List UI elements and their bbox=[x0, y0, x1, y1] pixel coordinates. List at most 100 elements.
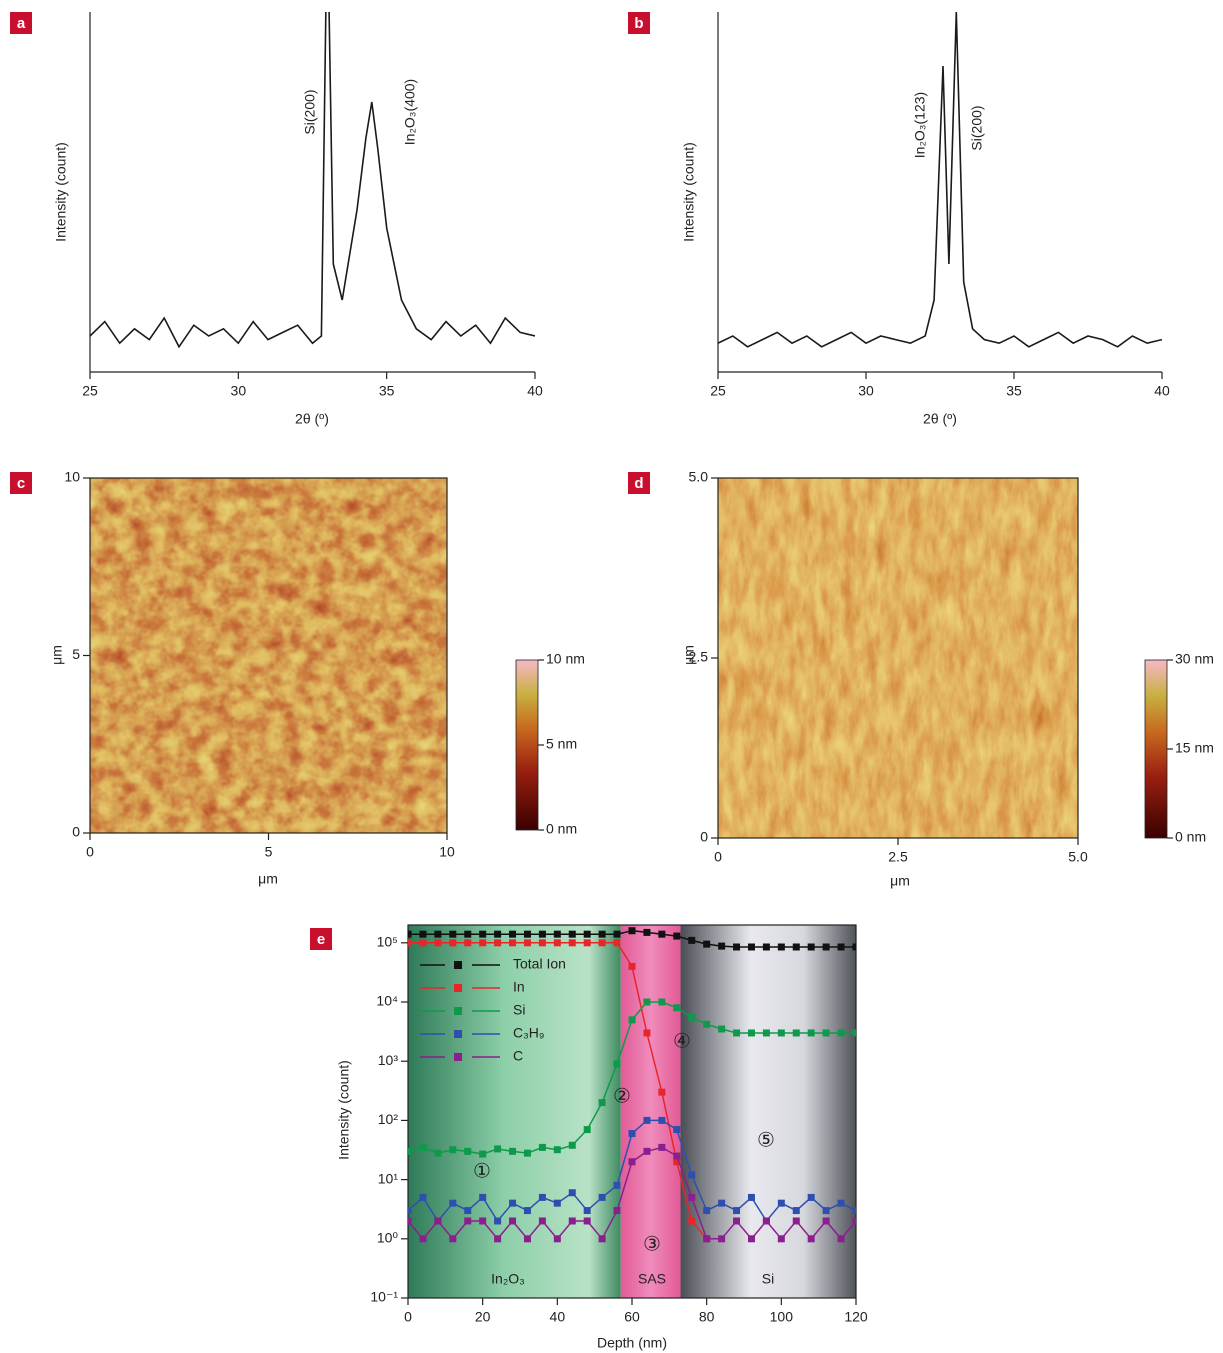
y-tick-label: 10¹ bbox=[378, 1170, 399, 1186]
y-axis-label: Intensity (count) bbox=[53, 142, 69, 242]
series-marker bbox=[718, 1025, 726, 1033]
y-tick-label: 10³ bbox=[378, 1052, 399, 1068]
panel-badge bbox=[310, 928, 332, 950]
series-marker bbox=[747, 1235, 755, 1243]
series-marker bbox=[643, 928, 651, 936]
series-marker bbox=[643, 1116, 651, 1124]
series-marker bbox=[509, 1217, 517, 1225]
colorbar-label: 0 nm bbox=[1175, 829, 1206, 845]
legend-label: Total Ion bbox=[513, 956, 566, 972]
series-marker bbox=[837, 1235, 845, 1243]
series-marker bbox=[479, 939, 487, 947]
series-marker bbox=[658, 1088, 666, 1096]
series-marker bbox=[628, 1016, 636, 1024]
x-axis-label: μm bbox=[890, 873, 910, 889]
series-marker bbox=[598, 939, 606, 947]
series-marker bbox=[628, 927, 636, 935]
series-marker bbox=[673, 1004, 681, 1012]
series-marker bbox=[523, 1207, 531, 1215]
series-marker bbox=[419, 930, 427, 938]
x-tick-label: 5.0 bbox=[1068, 849, 1088, 865]
x-tick-label: 35 bbox=[1006, 383, 1022, 399]
x-tick-label: 25 bbox=[710, 383, 726, 399]
series-marker bbox=[509, 939, 517, 947]
series-marker bbox=[747, 1193, 755, 1201]
series-marker bbox=[688, 1193, 696, 1201]
series-marker bbox=[434, 930, 442, 938]
series-marker bbox=[449, 939, 457, 947]
panel-letter: e bbox=[317, 931, 325, 948]
series-marker bbox=[807, 1235, 815, 1243]
series-marker bbox=[479, 1217, 487, 1225]
series-marker bbox=[553, 1235, 561, 1243]
series-marker bbox=[613, 1207, 621, 1215]
series-marker bbox=[494, 939, 502, 947]
series-marker bbox=[777, 1029, 785, 1037]
x-tick-label: 60 bbox=[624, 1309, 640, 1325]
series-marker bbox=[419, 939, 427, 947]
series-marker bbox=[792, 1207, 800, 1215]
x-tick-label: 40 bbox=[527, 383, 543, 399]
series-marker bbox=[538, 1143, 546, 1151]
x-tick-label: 30 bbox=[858, 383, 874, 399]
series-marker bbox=[658, 1116, 666, 1124]
annotation: In₂O₃(400) bbox=[402, 79, 418, 145]
series-marker bbox=[494, 1217, 502, 1225]
series-marker bbox=[408, 930, 412, 938]
series-marker bbox=[688, 1171, 696, 1179]
series-marker bbox=[494, 1145, 502, 1153]
region-in2o3 bbox=[408, 925, 621, 1298]
y-tick-label: 2.5 bbox=[689, 649, 709, 665]
y-tick-label: 10 bbox=[64, 469, 80, 485]
series-marker bbox=[792, 943, 800, 951]
x-tick-label: 40 bbox=[1154, 383, 1170, 399]
series-marker bbox=[583, 1126, 591, 1134]
series-marker bbox=[703, 940, 711, 948]
series-marker bbox=[837, 1029, 845, 1037]
series-marker bbox=[419, 1143, 427, 1151]
series-marker bbox=[538, 1193, 546, 1201]
series-marker bbox=[583, 930, 591, 938]
xrd-line bbox=[718, 12, 1162, 348]
series-marker bbox=[747, 1029, 755, 1037]
y-tick-label: 10² bbox=[378, 1111, 399, 1127]
series-marker bbox=[449, 1235, 457, 1243]
series-marker bbox=[658, 930, 666, 938]
series-marker bbox=[673, 1126, 681, 1134]
series-marker bbox=[408, 1147, 412, 1155]
annotation: ⑤ bbox=[757, 1129, 775, 1151]
series-marker bbox=[628, 1130, 636, 1138]
series-marker bbox=[583, 939, 591, 947]
series-marker bbox=[613, 1060, 621, 1068]
series-marker bbox=[598, 1235, 606, 1243]
series-marker bbox=[703, 1235, 711, 1243]
series-marker bbox=[523, 930, 531, 938]
annotation: In₂O₃ bbox=[491, 1271, 525, 1287]
series-marker bbox=[464, 939, 472, 947]
panel-badge bbox=[628, 12, 650, 34]
series-marker bbox=[408, 939, 412, 947]
x-axis-label: 2θ (º) bbox=[923, 411, 957, 427]
series-marker bbox=[822, 1217, 830, 1225]
x-tick-label: 10 bbox=[439, 844, 455, 860]
series-marker bbox=[613, 930, 621, 938]
series-marker bbox=[852, 1029, 856, 1037]
x-tick-label: 35 bbox=[379, 383, 395, 399]
series-marker bbox=[852, 943, 856, 951]
series-marker bbox=[523, 1149, 531, 1157]
series-marker bbox=[553, 930, 561, 938]
series-marker bbox=[718, 1235, 726, 1243]
panel-badge bbox=[10, 472, 32, 494]
series-marker bbox=[509, 1199, 517, 1207]
legend-label: In bbox=[513, 979, 525, 995]
annotation: ② bbox=[613, 1085, 631, 1107]
series-group bbox=[408, 927, 856, 1243]
series-marker bbox=[568, 1189, 576, 1197]
x-tick-label: 80 bbox=[699, 1309, 715, 1325]
y-tick-label: 5.0 bbox=[689, 469, 709, 485]
series-marker bbox=[613, 939, 621, 947]
series-marker bbox=[822, 1029, 830, 1037]
legend-marker bbox=[454, 1007, 462, 1015]
series-marker bbox=[777, 943, 785, 951]
series-marker bbox=[408, 1207, 412, 1215]
